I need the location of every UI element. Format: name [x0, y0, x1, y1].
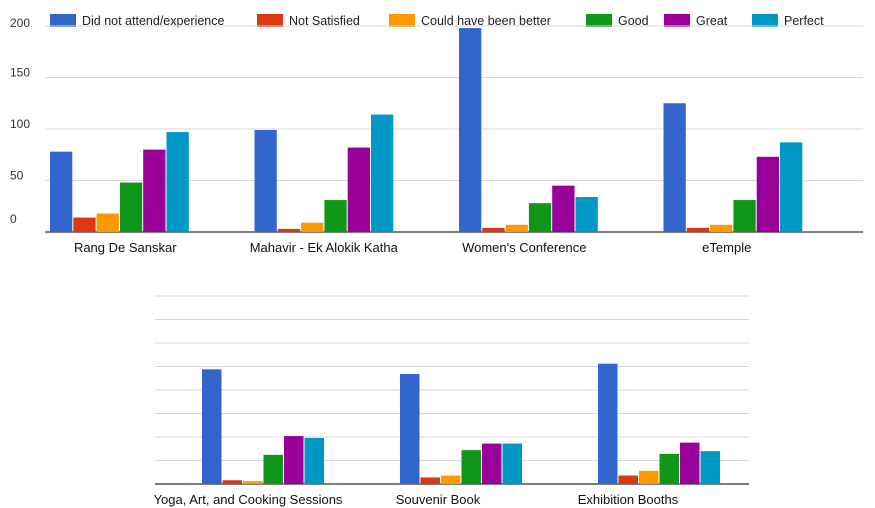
bar [680, 442, 700, 484]
x-tick-label: eTemple [702, 240, 751, 255]
bar [284, 436, 304, 484]
legend-item-3: Good [586, 14, 649, 28]
top-chart: 0 50 100 150 200 Rang De Sanskar Mahavir - Ek … [10, 16, 863, 255]
legend-item-1: Not Satisfied [257, 14, 360, 28]
bar [301, 222, 324, 232]
legend-swatch [257, 14, 283, 27]
legend-label: Did not attend/experience [82, 14, 225, 28]
legend-swatch [389, 14, 415, 27]
bar [441, 475, 461, 484]
bar [347, 147, 370, 232]
x-tick-label: Exhibition Booths [578, 492, 679, 507]
legend-swatch [50, 14, 76, 27]
bar [663, 103, 686, 232]
legend-item-2: Could have been better [389, 14, 551, 28]
bar [552, 185, 575, 232]
bar [710, 224, 733, 232]
bar [73, 217, 96, 232]
legend-swatch [752, 14, 778, 27]
legend-swatch [664, 14, 690, 27]
bar [528, 203, 552, 232]
bar [686, 227, 710, 232]
bar [263, 454, 283, 484]
bottom-chart: Yoga, Art, and Cooking Sessions Souvenir … [154, 295, 749, 507]
y-tick-label: 0 [10, 212, 17, 226]
bar [304, 437, 324, 484]
bar [700, 451, 720, 484]
bar [505, 224, 528, 232]
bar [254, 130, 277, 232]
bar [639, 470, 659, 484]
legend-item-4: Great [664, 14, 728, 28]
legend-item-5: Perfect [752, 14, 824, 28]
bar [96, 213, 119, 232]
bar [482, 443, 502, 484]
x-tick-label: Mahavir - Ek Alokik Katha [250, 240, 399, 255]
y-tick-label: 150 [10, 66, 30, 80]
bar [143, 149, 166, 232]
bar [733, 200, 756, 232]
y-tick-label: 100 [10, 117, 30, 131]
x-tick-label: Souvenir Book [396, 492, 481, 507]
bar [618, 475, 638, 484]
legend-label: Great [696, 14, 728, 28]
bar [400, 374, 420, 484]
bar [202, 369, 222, 484]
bar [502, 443, 522, 484]
bar [459, 28, 482, 233]
y-tick-label: 50 [10, 169, 24, 183]
legend-item-0: Did not attend/experience [50, 14, 225, 28]
bar [50, 151, 73, 232]
bar [420, 477, 440, 484]
legend-swatch [586, 14, 612, 27]
bar [277, 228, 301, 232]
bar [119, 182, 143, 232]
bar [659, 453, 679, 484]
legend-label: Not Satisfied [289, 14, 360, 28]
bar [222, 480, 242, 484]
x-tick-label: Yoga, Art, and Cooking Sessions [154, 492, 343, 507]
bar [482, 227, 505, 232]
x-tick-label: Women's Conference [462, 240, 586, 255]
x-tick-label: Rang De Sanskar [74, 240, 177, 255]
legend-label: Good [618, 14, 649, 28]
bar [371, 114, 394, 232]
bar [324, 200, 347, 232]
legend-label: Perfect [784, 14, 824, 28]
bar [166, 132, 189, 232]
chart-legend: Did not attend/experience Not Satisfied Co… [50, 14, 824, 28]
bar [243, 481, 263, 484]
bar [461, 450, 481, 484]
bar [575, 196, 598, 232]
y-tick-label: 200 [10, 16, 30, 30]
bar [780, 142, 803, 232]
bar [598, 363, 618, 484]
legend-label: Could have been better [421, 14, 551, 28]
bar [756, 156, 779, 232]
